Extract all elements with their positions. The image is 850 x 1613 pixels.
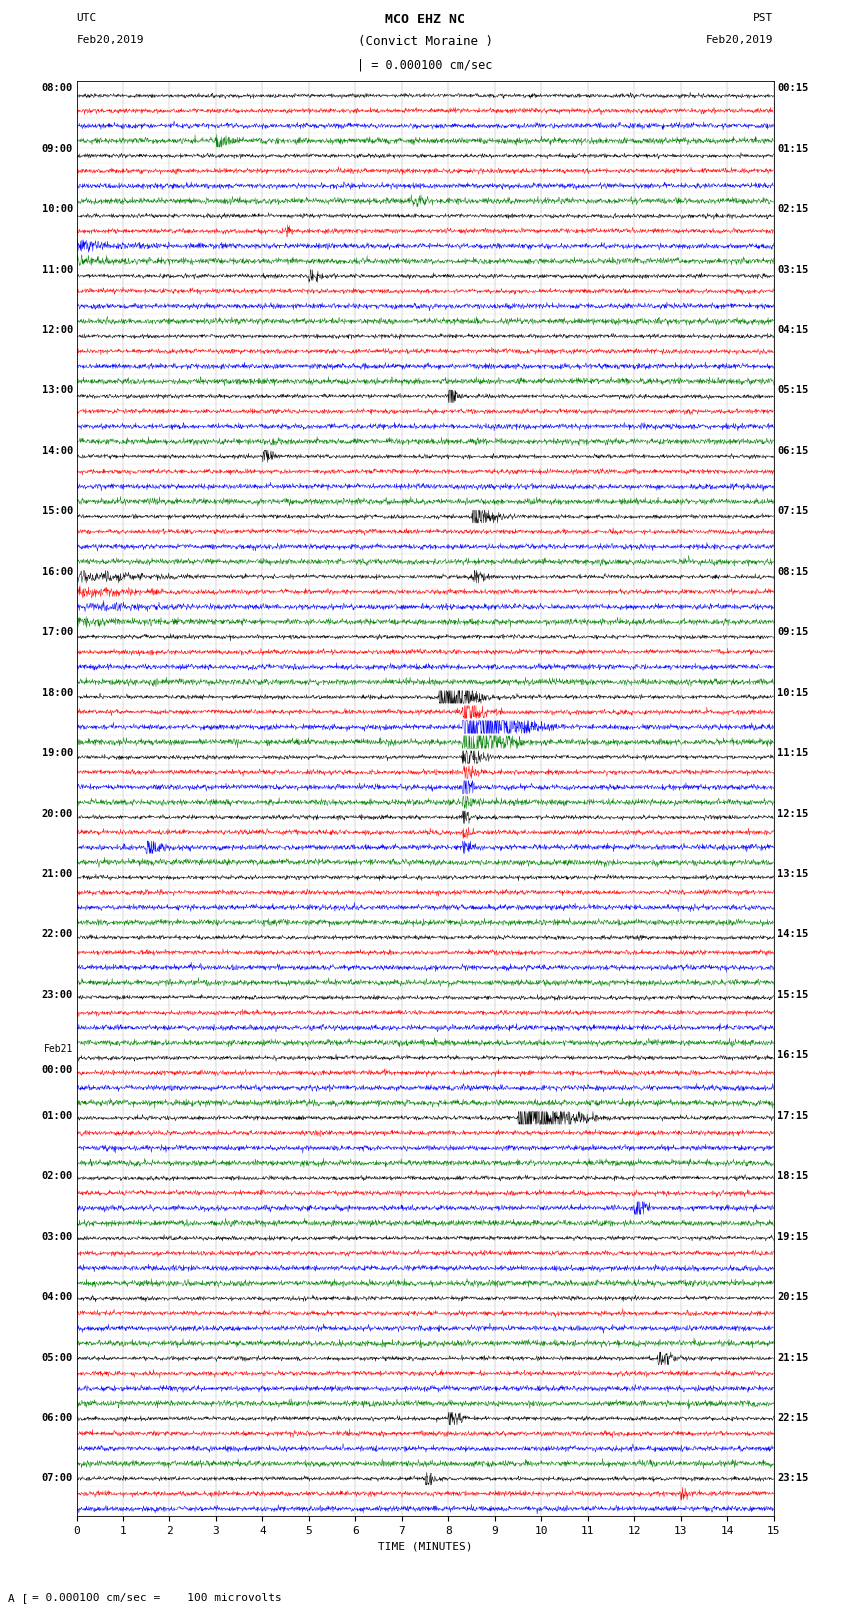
Text: 03:00: 03:00 bbox=[42, 1232, 73, 1242]
Text: 11:15: 11:15 bbox=[777, 748, 808, 758]
Text: 01:00: 01:00 bbox=[42, 1111, 73, 1121]
Text: 19:15: 19:15 bbox=[777, 1232, 808, 1242]
Text: 22:00: 22:00 bbox=[42, 929, 73, 939]
Text: 11:00: 11:00 bbox=[42, 265, 73, 274]
Text: 05:15: 05:15 bbox=[777, 386, 808, 395]
Text: (Convict Moraine ): (Convict Moraine ) bbox=[358, 35, 492, 48]
Text: 12:15: 12:15 bbox=[777, 808, 808, 818]
X-axis label: TIME (MINUTES): TIME (MINUTES) bbox=[377, 1542, 473, 1552]
Text: 01:15: 01:15 bbox=[777, 144, 808, 153]
Text: Feb20,2019: Feb20,2019 bbox=[76, 35, 144, 45]
Text: PST: PST bbox=[753, 13, 774, 23]
Text: 20:00: 20:00 bbox=[42, 808, 73, 818]
Text: 06:15: 06:15 bbox=[777, 445, 808, 456]
Text: 04:00: 04:00 bbox=[42, 1292, 73, 1302]
Text: 15:00: 15:00 bbox=[42, 506, 73, 516]
Text: 06:00: 06:00 bbox=[42, 1413, 73, 1423]
Text: 05:00: 05:00 bbox=[42, 1353, 73, 1363]
Text: 07:00: 07:00 bbox=[42, 1473, 73, 1484]
Text: 18:00: 18:00 bbox=[42, 687, 73, 698]
Text: 09:00: 09:00 bbox=[42, 144, 73, 153]
Text: 04:15: 04:15 bbox=[777, 324, 808, 336]
Text: 03:15: 03:15 bbox=[777, 265, 808, 274]
Text: 00:15: 00:15 bbox=[777, 84, 808, 94]
Text: 13:15: 13:15 bbox=[777, 869, 808, 879]
Text: 23:15: 23:15 bbox=[777, 1473, 808, 1484]
Text: 10:15: 10:15 bbox=[777, 687, 808, 698]
Text: 10:00: 10:00 bbox=[42, 205, 73, 215]
Text: 17:00: 17:00 bbox=[42, 627, 73, 637]
Text: 16:15: 16:15 bbox=[777, 1050, 808, 1060]
Text: 21:00: 21:00 bbox=[42, 869, 73, 879]
Text: 14:15: 14:15 bbox=[777, 929, 808, 939]
Text: 22:15: 22:15 bbox=[777, 1413, 808, 1423]
Text: 15:15: 15:15 bbox=[777, 990, 808, 1000]
Text: 19:00: 19:00 bbox=[42, 748, 73, 758]
Text: 07:15: 07:15 bbox=[777, 506, 808, 516]
Text: 09:15: 09:15 bbox=[777, 627, 808, 637]
Text: 21:15: 21:15 bbox=[777, 1353, 808, 1363]
Text: 13:00: 13:00 bbox=[42, 386, 73, 395]
Text: 20:15: 20:15 bbox=[777, 1292, 808, 1302]
Text: UTC: UTC bbox=[76, 13, 97, 23]
Text: 08:00: 08:00 bbox=[42, 84, 73, 94]
Text: 16:00: 16:00 bbox=[42, 566, 73, 577]
Text: 14:00: 14:00 bbox=[42, 445, 73, 456]
Text: 17:15: 17:15 bbox=[777, 1111, 808, 1121]
Text: 02:15: 02:15 bbox=[777, 205, 808, 215]
Text: 02:00: 02:00 bbox=[42, 1171, 73, 1181]
Text: | = 0.000100 cm/sec: | = 0.000100 cm/sec bbox=[357, 58, 493, 71]
Text: Feb21: Feb21 bbox=[43, 1044, 73, 1055]
Text: 12:00: 12:00 bbox=[42, 324, 73, 336]
Text: 18:15: 18:15 bbox=[777, 1171, 808, 1181]
Text: Feb20,2019: Feb20,2019 bbox=[706, 35, 774, 45]
Text: 08:15: 08:15 bbox=[777, 566, 808, 577]
Text: 23:00: 23:00 bbox=[42, 990, 73, 1000]
Text: A [: A [ bbox=[8, 1594, 29, 1603]
Text: 00:00: 00:00 bbox=[42, 1066, 73, 1076]
Text: MCO EHZ NC: MCO EHZ NC bbox=[385, 13, 465, 26]
Text: = 0.000100 cm/sec =    100 microvolts: = 0.000100 cm/sec = 100 microvolts bbox=[32, 1594, 282, 1603]
